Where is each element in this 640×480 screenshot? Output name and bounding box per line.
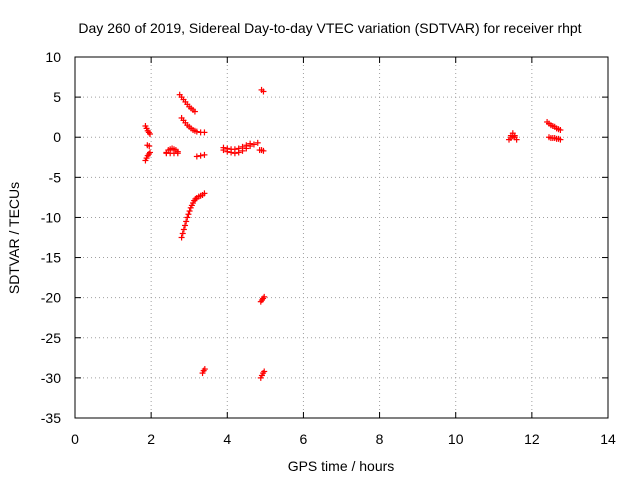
data-point — [186, 208, 193, 215]
x-tick-label: 14 — [600, 431, 616, 447]
x-tick-label: 8 — [376, 431, 384, 447]
y-tick-label: -15 — [41, 250, 61, 266]
x-axis-label: GPS time / hours — [288, 458, 395, 474]
y-tick-label: -30 — [41, 370, 61, 386]
y-tick-label: -25 — [41, 330, 61, 346]
data-point — [557, 127, 564, 134]
data-point — [260, 88, 267, 95]
data-point — [235, 145, 242, 152]
data-point — [179, 230, 186, 237]
data-point — [183, 218, 190, 225]
data-point — [185, 211, 192, 218]
data-point — [224, 145, 231, 152]
data-point — [147, 149, 154, 156]
data-point — [193, 153, 200, 160]
data-point — [201, 129, 208, 136]
data-point — [146, 143, 153, 150]
data-point — [178, 234, 185, 241]
data-point — [201, 151, 208, 158]
data-point — [147, 131, 154, 138]
axis-ticks: 0 2 4 6 8 10 12 14 10 5 0 -5 -10 -15 -20 -25 -30 -35 — [41, 49, 616, 447]
data-point — [557, 136, 564, 143]
x-tick-label: 2 — [147, 431, 155, 447]
data-point — [260, 147, 267, 154]
y-tick-label: -10 — [41, 209, 61, 225]
data-point — [254, 139, 261, 146]
y-tick-label: 10 — [45, 49, 61, 65]
y-tick-label: -5 — [49, 169, 62, 185]
data-point — [193, 128, 200, 135]
chart-title: Day 260 of 2019, Sidereal Day-to-day VTE… — [78, 20, 581, 36]
x-tick-label: 10 — [448, 431, 464, 447]
data-point — [197, 152, 204, 159]
x-tick-label: 4 — [223, 431, 231, 447]
data-point — [184, 214, 191, 221]
plot-frame — [74, 56, 609, 419]
x-tick-label: 6 — [300, 431, 308, 447]
data-point — [243, 142, 250, 149]
data-point — [261, 293, 268, 300]
y-tick-label: 5 — [53, 89, 61, 105]
data-point — [201, 366, 208, 373]
data-point — [239, 143, 246, 150]
data-point — [261, 368, 268, 375]
y-tick-label: -20 — [41, 290, 61, 306]
data-point — [247, 140, 254, 147]
data-point — [182, 222, 189, 229]
data-point — [231, 146, 238, 153]
grid-lines — [75, 57, 608, 418]
data-point — [191, 108, 198, 115]
data-points — [142, 86, 564, 381]
data-point — [174, 150, 181, 157]
data-point — [201, 190, 208, 197]
y-axis-label: SDTVAR / TECUs — [6, 182, 22, 294]
y-tick-label: -35 — [41, 410, 61, 426]
data-point — [180, 226, 187, 233]
x-tick-label: 12 — [524, 431, 540, 447]
data-point — [250, 141, 257, 148]
data-point — [220, 144, 227, 151]
x-tick-label: 0 — [71, 431, 79, 447]
data-point — [511, 134, 518, 141]
y-tick-label: 0 — [53, 129, 61, 145]
